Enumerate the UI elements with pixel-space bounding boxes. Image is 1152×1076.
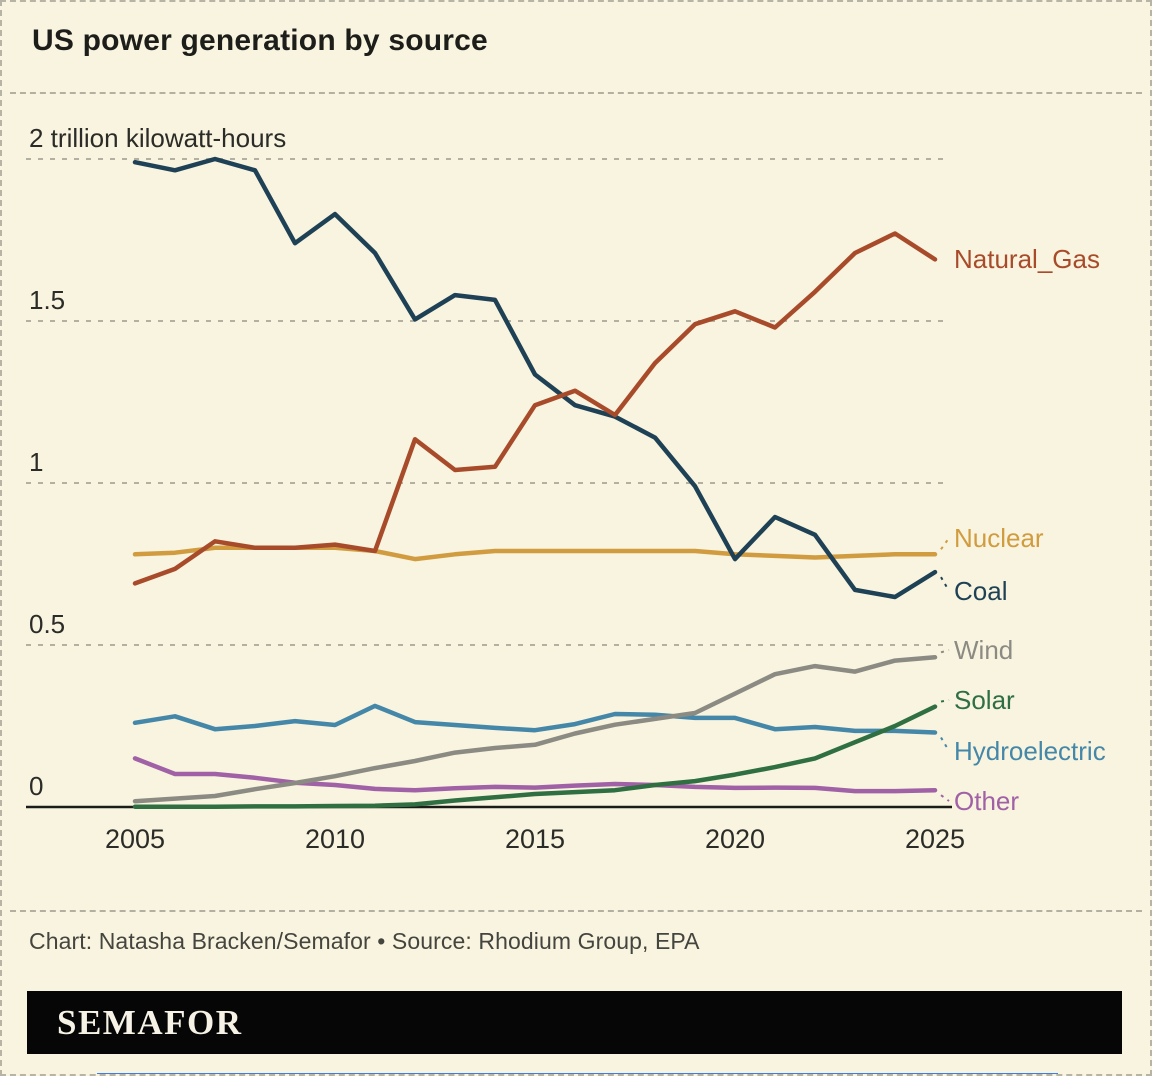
legend-leader-solar [940, 699, 950, 703]
semafor-banner: SEMAFOR [27, 991, 1122, 1054]
legend-leader-hydroelectric [940, 736, 950, 752]
semafor-logo: SEMAFOR [57, 1002, 243, 1042]
line-natural_gas [132, 231, 938, 586]
legend-label-wind: Wind [954, 635, 1014, 665]
x-tick-label-2010: 2010 [304, 824, 366, 854]
legend-label-solar: Solar [954, 685, 1015, 715]
y-tick-label-1: 1 [29, 447, 44, 477]
title-separator [10, 92, 1142, 94]
legend-label-hydroelectric: Hydroelectric [954, 736, 1106, 766]
legend-label-nuclear: Nuclear [954, 523, 1044, 553]
line-other [132, 756, 938, 794]
x-tick-label-2020: 2020 [704, 824, 766, 854]
page-title: US power generation by source [32, 24, 488, 57]
legend-leader-coal [940, 576, 950, 592]
y-tick-label-0-5: 0.5 [29, 609, 66, 639]
y-tick-label-1-5: 1.5 [29, 285, 66, 315]
bottom-blue-bar [97, 1073, 1058, 1074]
line-chart [26, 156, 952, 809]
y-tick-label-0: 0 [29, 771, 44, 801]
footer-separator [10, 910, 1142, 912]
line-solar [132, 704, 938, 809]
x-tick-label-2025: 2025 [904, 824, 966, 854]
x-tick-label-2005: 2005 [104, 824, 166, 854]
y-tick-label-2-unit: 2 trillion kilowatt-hours [29, 123, 287, 153]
legend-leader-wind [940, 649, 950, 654]
line-wind [132, 655, 938, 804]
x-tick-label-2015: 2015 [504, 824, 566, 854]
line-coal [132, 156, 938, 600]
legend-leader-other [940, 794, 950, 802]
legend-label-natural-gas: Natural_Gas [954, 244, 1100, 274]
legend-label-coal: Coal [954, 576, 1008, 606]
line-hydroelectric [132, 703, 938, 735]
legend-leader-nuclear [940, 537, 950, 550]
legend-label-other: Other [954, 786, 1020, 816]
credit-line: Chart: Natasha Bracken/Semafor • Source:… [29, 928, 700, 954]
